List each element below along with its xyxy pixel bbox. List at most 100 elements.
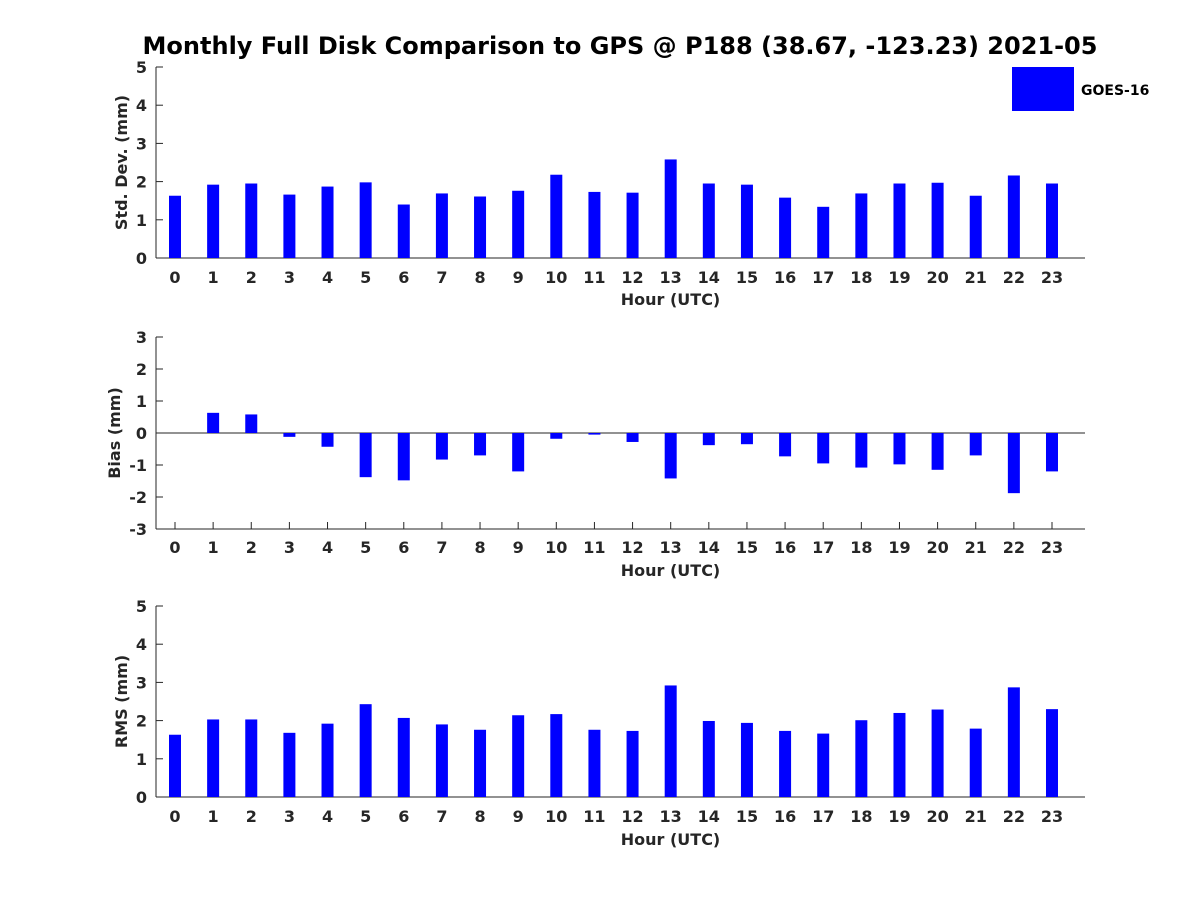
rms-y-tick-label: 0 xyxy=(136,788,147,807)
rms-x-tick-label: 6 xyxy=(398,807,409,826)
bias-y-tick-label: -2 xyxy=(129,488,147,507)
bias-x-tick-label: 8 xyxy=(474,538,485,557)
bias-y-tick-label: 3 xyxy=(136,328,147,347)
bias-y-tick-label: 2 xyxy=(136,360,147,379)
bias-x-tick-label: 16 xyxy=(774,538,796,557)
rms-bar-23 xyxy=(1045,709,1058,797)
rms-bar-11 xyxy=(588,729,601,797)
bias-x-tick-label: 21 xyxy=(965,538,987,557)
std-y-tick-label: 1 xyxy=(136,211,147,230)
legend-label: GOES-16 xyxy=(1081,83,1149,99)
bias-bar-15 xyxy=(740,433,753,445)
rms-y-tick-label: 2 xyxy=(136,712,147,731)
bias-bar-12 xyxy=(626,433,639,442)
bias-bar-21 xyxy=(969,433,982,456)
bias-bar-8 xyxy=(474,433,487,456)
rms-bar-1 xyxy=(207,719,220,797)
rms-x-tick-label: 17 xyxy=(812,807,834,826)
bias-bar-10 xyxy=(550,433,563,439)
bias-x-tick-label: 1 xyxy=(208,538,219,557)
std-bar-20 xyxy=(931,182,944,258)
rms-x-tick-label: 0 xyxy=(169,807,180,826)
std-y-tick-label: 5 xyxy=(136,58,147,77)
std-bar-5 xyxy=(359,182,372,258)
rms-x-tick-label: 23 xyxy=(1041,807,1063,826)
rms-x-tick-label: 10 xyxy=(545,807,567,826)
std-bar-4 xyxy=(321,186,334,258)
bias-bar-14 xyxy=(702,433,715,446)
bias-bar-2 xyxy=(245,414,258,433)
rms-x-tick-label: 18 xyxy=(850,807,872,826)
bias-x-tick-label: 20 xyxy=(926,538,948,557)
bias-bar-5 xyxy=(359,433,372,478)
std-bar-22 xyxy=(1007,175,1020,258)
bias-x-tick-label: 5 xyxy=(360,538,371,557)
bias-bar-23 xyxy=(1045,433,1058,472)
std-y-tick-label: 4 xyxy=(136,96,147,115)
rms-x-tick-label: 16 xyxy=(774,807,796,826)
std-bar-19 xyxy=(893,183,906,258)
rms-y-tick-label: 1 xyxy=(136,750,147,769)
rms-x-tick-label: 14 xyxy=(698,807,720,826)
std-bar-1 xyxy=(207,184,220,258)
bias-x-tick-label: 6 xyxy=(398,538,409,557)
std-x-tick-label: 8 xyxy=(474,268,485,287)
std-bar-12 xyxy=(626,192,639,258)
bias-y-tick-label: -1 xyxy=(129,456,147,475)
bias-x-tick-label: 10 xyxy=(545,538,567,557)
rms-y-tick-label: 3 xyxy=(136,673,147,692)
std-y-tick-label: 0 xyxy=(136,249,147,268)
rms-bar-3 xyxy=(283,732,296,797)
std-x-axis-label: Hour (UTC) xyxy=(621,290,721,309)
rms-bar-0 xyxy=(169,734,181,797)
rms-bar-20 xyxy=(931,709,944,797)
rms-x-tick-label: 2 xyxy=(246,807,257,826)
rms-bar-5 xyxy=(359,704,372,797)
bias-x-tick-label: 12 xyxy=(621,538,643,557)
rms-bar-10 xyxy=(550,714,563,797)
rms-bar-8 xyxy=(474,729,487,797)
rms-bar-9 xyxy=(512,715,525,797)
std-y-tick-label: 3 xyxy=(136,134,147,153)
std-x-tick-label: 3 xyxy=(284,268,295,287)
bias-x-tick-label: 23 xyxy=(1041,538,1063,557)
rms-bar-7 xyxy=(435,724,448,797)
bias-x-tick-label: 4 xyxy=(322,538,333,557)
std-x-tick-label: 15 xyxy=(736,268,758,287)
std-bar-3 xyxy=(283,194,296,258)
std-x-tick-label: 10 xyxy=(545,268,567,287)
bias-x-tick-label: 7 xyxy=(436,538,447,557)
bias-y-tick-label: 0 xyxy=(136,424,147,443)
bias-y-tick-label: -3 xyxy=(129,520,147,539)
std-bar-17 xyxy=(817,206,830,258)
rms-x-tick-label: 21 xyxy=(965,807,987,826)
rms-y-tick-label: 5 xyxy=(136,597,147,616)
rms-bar-6 xyxy=(397,717,410,797)
bias-x-tick-label: 2 xyxy=(246,538,257,557)
bias-bar-22 xyxy=(1007,433,1020,494)
bias-x-tick-label: 19 xyxy=(888,538,910,557)
std-bar-8 xyxy=(474,196,487,258)
std-bar-2 xyxy=(245,183,258,258)
rms-bar-19 xyxy=(893,712,906,797)
std-x-tick-label: 1 xyxy=(208,268,219,287)
rms-x-tick-label: 1 xyxy=(208,807,219,826)
std-bar-15 xyxy=(740,184,753,258)
rms-bar-12 xyxy=(626,730,639,797)
bias-bar-17 xyxy=(817,433,830,464)
rms-bar-15 xyxy=(740,722,753,797)
bias-bar-1 xyxy=(207,412,220,433)
std-x-tick-label: 13 xyxy=(660,268,682,287)
rms-bar-2 xyxy=(245,719,258,797)
bias-x-tick-label: 22 xyxy=(1003,538,1025,557)
bias-bar-19 xyxy=(893,433,906,465)
rms-bar-14 xyxy=(702,720,715,797)
rms-y-tick-label: 4 xyxy=(136,635,147,654)
bias-x-tick-label: 0 xyxy=(169,538,180,557)
std-bar-23 xyxy=(1045,183,1058,258)
rms-x-tick-label: 9 xyxy=(513,807,524,826)
rms-bar-21 xyxy=(969,728,982,797)
bias-bar-7 xyxy=(435,433,448,460)
